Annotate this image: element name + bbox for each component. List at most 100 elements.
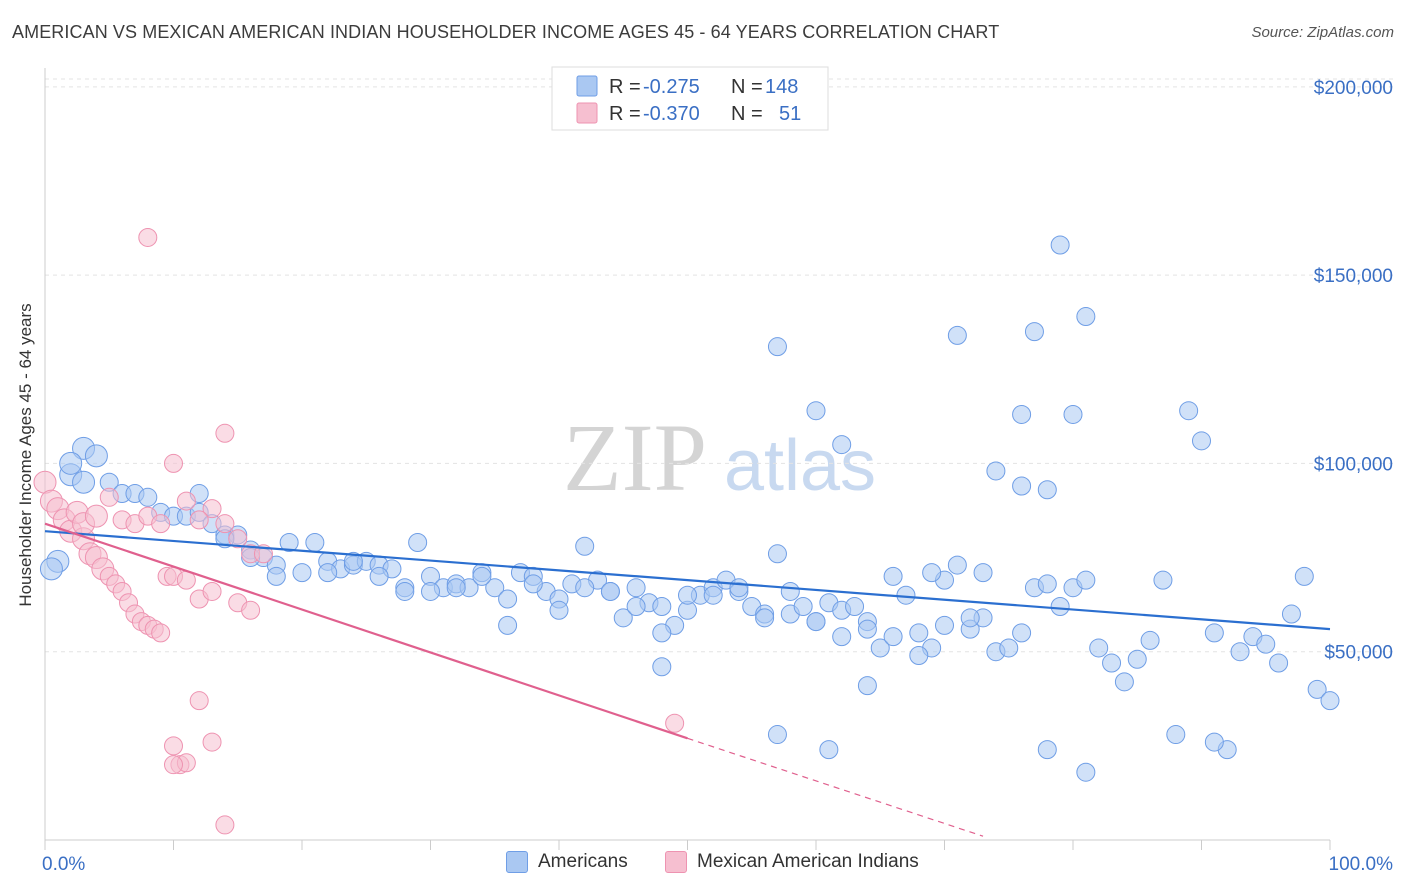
point-americans xyxy=(1127,649,1147,669)
point-mexican-american-indians xyxy=(253,544,273,564)
point-americans xyxy=(305,532,325,552)
point-americans xyxy=(613,608,633,628)
legend-item-mexican-american-indians[interactable]: Mexican American Indians xyxy=(665,851,919,873)
point-americans xyxy=(1230,642,1250,662)
point-mexican-american-indians xyxy=(215,815,235,835)
point-americans xyxy=(1114,672,1134,692)
point-americans xyxy=(1179,401,1199,421)
point-americans xyxy=(575,536,595,556)
point-americans xyxy=(947,555,967,575)
point-americans xyxy=(485,578,505,598)
bottom-legend: Americans Mexican American Indians xyxy=(0,851,1406,879)
point-americans xyxy=(600,581,620,601)
point-americans xyxy=(832,435,852,455)
point-americans xyxy=(292,563,312,583)
point-americans xyxy=(626,578,646,598)
y-tick-label: $200,000 xyxy=(1314,78,1393,99)
point-americans xyxy=(1256,634,1276,654)
point-mexican-american-indians xyxy=(164,736,183,756)
point-americans xyxy=(626,597,646,617)
y-tick-label: $100,000 xyxy=(1314,454,1393,475)
watermark-atlas: atlas xyxy=(724,426,876,506)
stats-swatch-mexican-american-indians xyxy=(576,102,598,124)
point-mexican-american-indians xyxy=(189,510,209,530)
trend-lines xyxy=(44,522,1331,837)
point-americans xyxy=(549,600,569,620)
point-americans xyxy=(1076,307,1096,327)
point-americans xyxy=(266,566,286,586)
point-americans xyxy=(870,638,890,658)
point-americans xyxy=(793,597,813,617)
point-americans xyxy=(1037,574,1057,594)
point-americans xyxy=(1166,725,1186,745)
point-americans xyxy=(1204,732,1224,752)
point-americans xyxy=(395,581,415,601)
stats-n-label: N = xyxy=(731,103,763,125)
point-americans xyxy=(935,615,954,635)
point-mexican-american-indians xyxy=(84,504,108,528)
point-mexican-american-indians xyxy=(202,499,222,519)
point-americans xyxy=(767,337,787,357)
watermark: ZIP atlas xyxy=(563,404,876,511)
watermark-zip: ZIP xyxy=(563,404,707,511)
points-layer xyxy=(33,227,1340,835)
chart-title: AMERICAN VS MEXICAN AMERICAN INDIAN HOUS… xyxy=(12,22,1000,42)
point-americans xyxy=(767,544,787,564)
point-americans xyxy=(857,676,877,696)
legend-label-americans: Americans xyxy=(538,851,628,872)
point-americans xyxy=(318,563,338,583)
point-americans xyxy=(767,725,787,745)
point-mexican-american-indians xyxy=(138,227,158,247)
stats-legend: R = -0.275 N = 148 R = -0.370 N = 51 xyxy=(551,66,829,131)
point-americans xyxy=(652,623,672,643)
point-americans xyxy=(84,444,108,468)
stats-n-value: 51 xyxy=(779,103,801,125)
point-mexican-american-indians xyxy=(176,491,196,511)
point-mexican-american-indians xyxy=(215,514,235,534)
point-americans xyxy=(755,608,775,628)
stats-r-label: R = xyxy=(609,76,641,98)
stats-r-value: -0.275 xyxy=(643,76,700,98)
stats-r-value: -0.370 xyxy=(643,103,700,125)
tick-labels: $50,000 $100,000 $150,000 $200,000 0.0% 100.0… xyxy=(42,78,1393,875)
point-americans xyxy=(909,645,929,665)
point-americans xyxy=(652,657,672,677)
point-mexican-american-indians xyxy=(189,691,209,711)
point-mexican-american-indians xyxy=(99,487,119,507)
point-americans xyxy=(498,589,518,609)
point-americans xyxy=(652,597,672,617)
point-americans xyxy=(909,623,929,643)
point-americans xyxy=(973,563,993,583)
legend-item-americans[interactable]: Americans xyxy=(506,851,628,873)
point-mexican-american-indians xyxy=(164,453,183,473)
point-americans xyxy=(999,638,1019,658)
point-americans xyxy=(1050,235,1070,255)
point-americans xyxy=(1294,566,1314,586)
point-americans xyxy=(1050,597,1070,617)
trend-line-americans xyxy=(44,530,1331,631)
point-americans xyxy=(1076,762,1096,782)
point-americans xyxy=(806,612,826,632)
point-americans xyxy=(1102,653,1122,673)
point-americans xyxy=(883,566,903,586)
point-americans xyxy=(883,627,903,647)
point-americans xyxy=(369,566,389,586)
point-americans xyxy=(1063,404,1083,424)
y-tick-label: $150,000 xyxy=(1314,266,1393,287)
point-americans xyxy=(59,451,83,475)
point-americans xyxy=(1281,604,1301,624)
point-americans xyxy=(1037,740,1057,760)
point-americans xyxy=(1089,638,1109,658)
point-americans xyxy=(986,461,1006,481)
point-americans xyxy=(1204,623,1224,643)
point-americans xyxy=(1012,476,1032,496)
x-tick-label: 0.0% xyxy=(42,854,85,875)
trend-line-extension xyxy=(687,737,984,837)
stats-n-label: N = xyxy=(731,76,763,98)
point-americans xyxy=(472,566,492,586)
point-mexican-american-indians xyxy=(202,732,222,752)
point-americans xyxy=(1153,570,1173,590)
point-americans xyxy=(703,585,723,605)
x-tick-label: 100.0% xyxy=(1329,854,1394,875)
